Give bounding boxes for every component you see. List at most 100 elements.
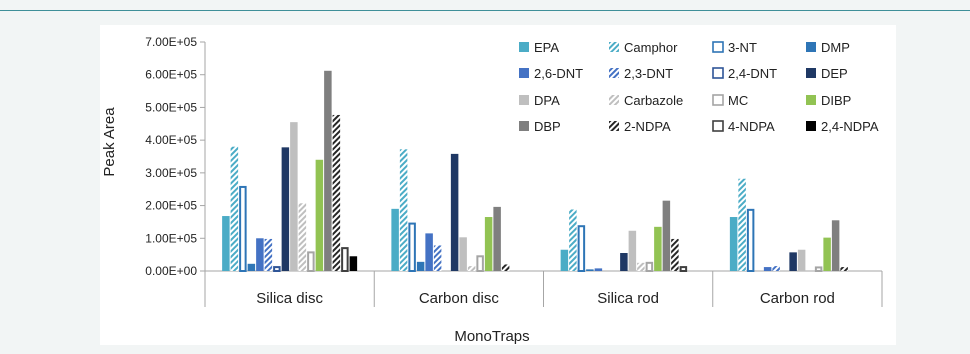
top-divider-line <box>0 10 970 11</box>
bar-mc-silica-disc <box>307 251 315 272</box>
bar-epa-carbon-rod <box>729 217 738 271</box>
legend-item-3-nt: 3-NT <box>712 40 757 55</box>
legend-item-camphor: Camphor <box>609 40 678 55</box>
bar-dmp-silica-disc <box>247 263 256 271</box>
bar-2-ndpa-carbon-rod <box>840 267 848 271</box>
legend-swatch-2-3-dnt <box>609 68 619 78</box>
legend-item-2-3-dnt: 2,3-DNT <box>609 66 673 81</box>
legend-item-dbp: DBP <box>519 119 561 134</box>
bar-2-6-dnt-silica-rod <box>594 268 603 271</box>
legend-label-4-ndpa: 4-NDPA <box>728 119 775 134</box>
bar-2-3-dnt-carbon-rod <box>772 266 780 271</box>
legend-label-dmp: DMP <box>821 40 850 55</box>
bar-dpa-silica-disc <box>290 122 298 272</box>
bar-dep-carbon-rod <box>789 252 797 271</box>
legend-item-2-6-dnt: 2,6-DNT <box>519 66 583 81</box>
bar-3-nt-carbon-disc <box>408 222 416 272</box>
legend-swatch-dep <box>806 68 816 78</box>
legend-item-dep: DEP <box>806 66 848 81</box>
legend-swatch-epa <box>519 42 529 52</box>
legend-label-carbazole: Carbazole <box>624 93 683 108</box>
legend-label-dbp: DBP <box>534 119 561 134</box>
bar-dibp-silica-disc <box>315 159 324 271</box>
y-tick-label: 7.00E+05 <box>145 35 197 49</box>
bar-dpa-silica-rod <box>628 230 637 271</box>
legend-swatch-mc <box>712 94 724 106</box>
bar-mc-silica-rod <box>645 261 654 272</box>
bar-dep-silica-disc <box>281 147 290 271</box>
legend-item-dibp: DIBP <box>806 93 851 108</box>
bar-3-nt-silica-rod <box>577 225 586 272</box>
bar-2-ndpa-carbon-disc <box>501 264 510 271</box>
y-tick-label: 5.00E+05 <box>145 100 197 114</box>
bar-dmp-carbon-disc <box>416 261 425 271</box>
legend-swatch-2-ndpa <box>609 121 619 131</box>
legend-swatch-dpa <box>519 95 529 105</box>
legend-item-2-4-ndpa: 2,4-NDPA <box>806 119 879 134</box>
y-tick-label: 1.00E+05 <box>145 231 197 245</box>
bar-dibp-silica-rod <box>654 226 662 271</box>
bar-3-nt-carbon-rod <box>746 208 755 272</box>
legend-label-epa: EPA <box>534 40 559 55</box>
legend-item-dmp: DMP <box>806 40 850 55</box>
legend-item-carbazole: Carbazole <box>609 93 683 108</box>
bar-dibp-carbon-disc <box>484 217 493 271</box>
bar-2-3-dnt-carbon-disc <box>433 245 442 271</box>
x-category-label-carbon-disc: Carbon disc <box>419 290 500 307</box>
bar-carbazole-carbon-disc <box>467 266 476 271</box>
legend-label-dep: DEP <box>821 66 848 81</box>
bar-carbazole-silica-disc <box>298 203 307 271</box>
x-category-label-silica-disc: Silica disc <box>256 290 323 307</box>
legend-item-2-ndpa: 2-NDPA <box>609 119 671 134</box>
bar-2-ndpa-silica-rod <box>671 238 679 271</box>
x-axis-title: MonoTraps <box>454 328 529 345</box>
legend-swatch-dmp <box>806 42 816 52</box>
bar-carbazole-silica-rod <box>637 262 645 271</box>
bar-2-4-dnt-silica-disc <box>273 266 281 273</box>
bar-2-4-ndpa-silica-disc <box>349 256 358 271</box>
y-tick-label: 3.00E+05 <box>145 166 197 180</box>
bar-epa-silica-disc <box>222 216 230 271</box>
x-category-label-silica-rod: Silica rod <box>597 290 659 307</box>
y-tick-label: 2.00E+05 <box>145 199 197 213</box>
legend-swatch-carbazole <box>609 95 619 105</box>
legend-item-dpa: DPA <box>519 93 560 108</box>
legend-swatch-2-6-dnt <box>519 68 529 78</box>
bar-camphor-silica-disc <box>230 146 239 271</box>
y-tick-label: 0.00E+00 <box>145 264 197 278</box>
bar-camphor-carbon-rod <box>738 178 746 271</box>
legend-label-camphor: Camphor <box>624 40 678 55</box>
x-category-label-carbon-rod: Carbon rod <box>760 290 835 307</box>
legend-item-mc: MC <box>712 93 748 108</box>
legend: EPA Camphor 3-NT DMP 2,6-DNT 2,3-DNT 2,4-DNT DE… <box>519 40 879 134</box>
bar-2-6-dnt-carbon-rod <box>763 267 772 271</box>
bar-4-ndpa-silica-disc <box>341 247 349 273</box>
y-axis: 0.00E+00 1.00E+05 2.00E+05 3.00E+05 4.00E+05… <box>145 35 206 278</box>
bar-2-6-dnt-silica-disc <box>256 238 264 271</box>
legend-item-2-4-dnt: 2,4-DNT <box>712 66 777 81</box>
bar-2-6-dnt-carbon-disc <box>425 233 433 271</box>
bar-dep-carbon-disc <box>450 153 459 271</box>
bar-2-3-dnt-silica-disc <box>264 238 273 271</box>
bar-epa-carbon-disc <box>391 208 399 271</box>
legend-label-dibp: DIBP <box>821 93 851 108</box>
legend-label-2-6-dnt: 2,6-DNT <box>534 66 583 81</box>
bar-3-nt-silica-disc <box>239 185 247 272</box>
legend-label-2-4-dnt: 2,4-DNT <box>728 66 777 81</box>
legend-label-mc: MC <box>728 93 748 108</box>
bar-dbp-silica-disc <box>324 70 332 271</box>
bar-dpa-carbon-disc <box>459 237 467 271</box>
bar-dibp-carbon-rod <box>823 237 831 271</box>
bar-4-ndpa-silica-rod <box>679 266 688 273</box>
legend-label-dpa: DPA <box>534 93 560 108</box>
bar-camphor-carbon-disc <box>399 149 408 271</box>
legend-label-2-4-ndpa: 2,4-NDPA <box>821 119 879 134</box>
bar-mc-carbon-rod <box>814 266 823 273</box>
legend-label-2-3-dnt: 2,3-DNT <box>624 66 673 81</box>
bar-2-ndpa-silica-disc <box>332 114 341 272</box>
bar-epa-silica-rod <box>560 249 569 271</box>
bar-camphor-silica-rod <box>569 209 577 271</box>
legend-swatch-2-4-ndpa <box>806 121 816 131</box>
